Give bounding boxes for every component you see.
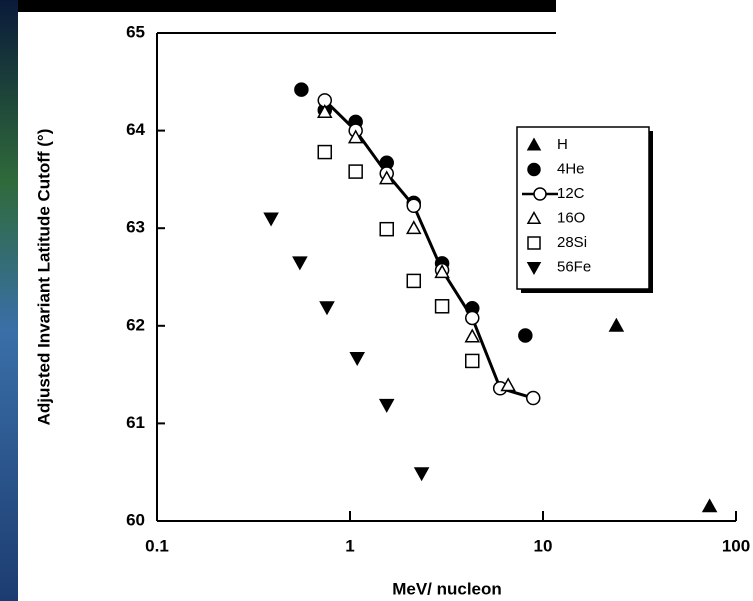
point — [317, 144, 333, 160]
x-axis-label: MeV/ nucleon — [392, 579, 502, 598]
y-tick-label: 63 — [126, 218, 145, 237]
x-tick-label: 10 — [534, 536, 553, 555]
side-image — [0, 0, 18, 601]
point — [465, 310, 480, 326]
top-band — [0, 0, 556, 12]
point — [316, 104, 333, 119]
point — [294, 82, 309, 97]
x-tick-label: 1 — [345, 536, 354, 555]
x-tick-label: 0.1 — [145, 536, 169, 555]
legend-label: H — [557, 136, 568, 153]
y-tick-label: 64 — [126, 120, 145, 139]
point — [413, 467, 430, 482]
y-tick-label: 65 — [126, 22, 145, 41]
point — [347, 129, 364, 144]
point — [525, 390, 541, 406]
point — [348, 164, 363, 179]
point — [263, 212, 279, 227]
point — [406, 198, 422, 214]
point — [518, 328, 533, 343]
point — [500, 377, 516, 392]
legend-marker — [526, 261, 542, 276]
point — [701, 498, 718, 513]
x-tick-label: 100 — [722, 536, 750, 555]
series-line — [323, 99, 534, 400]
point — [434, 299, 450, 314]
legend-label: 56Fe — [557, 258, 591, 275]
legend-label: 4He — [557, 160, 585, 177]
point — [434, 264, 450, 279]
legend-marker — [533, 187, 547, 201]
legend-marker — [526, 210, 542, 225]
point — [464, 328, 481, 343]
point — [349, 352, 365, 367]
legend-label: 12C — [557, 185, 585, 202]
point — [405, 220, 422, 235]
point — [465, 353, 480, 369]
y-axis-label: Adjusted Invariant Latitude Cutoff (°) — [34, 129, 53, 426]
legend-marker — [527, 162, 541, 177]
y-tick-label: 60 — [126, 510, 145, 529]
point — [378, 398, 395, 413]
y-tick-label: 61 — [126, 413, 145, 432]
legend-marker — [527, 236, 541, 250]
point — [378, 170, 395, 185]
point — [608, 317, 625, 332]
legend-label: 28Si — [557, 234, 587, 251]
point — [319, 301, 335, 316]
point — [406, 273, 422, 289]
legend-marker — [526, 137, 542, 151]
point — [379, 221, 394, 237]
point — [292, 256, 308, 271]
y-tick-label: 62 — [126, 315, 145, 334]
legend-label: 16O — [557, 209, 585, 226]
